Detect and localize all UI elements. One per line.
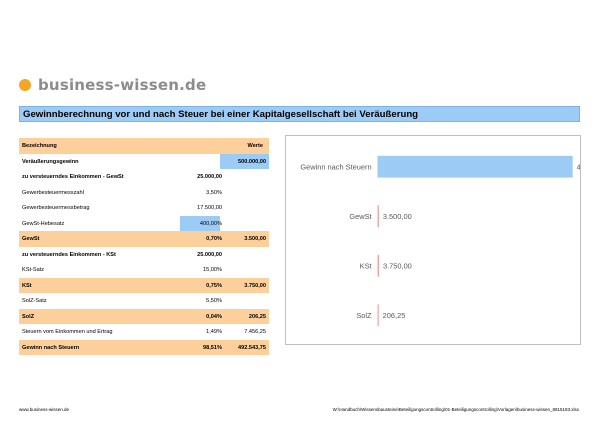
row-value-2: 3.500,00 [244,236,266,242]
category-label: SolZ [356,311,372,320]
data-label: 3.750,00 [383,262,412,271]
input-cell-highlight [180,215,220,231]
chart-bar [377,254,380,277]
row-value-2: 7.456,25 [244,329,266,335]
footer-website: www.business-wissen.de [19,407,70,412]
row-label: SolZ-Satz [22,298,47,304]
row-label: GewSt [22,236,40,242]
table-row: GewSt-Hebesatz 400,00% [19,215,269,231]
table-row: Veräußerungsgewinn 500.000,00 [19,153,269,169]
table-row: Gewinn nach Steuern 98,51% 492.543,75 [19,339,269,355]
row-value-1: 98,51% [203,344,222,351]
row-value-1: 0,04% [206,313,222,320]
row-label: Gewerbesteuermesszahl [22,189,84,196]
row-value-1: 15,00% [203,267,222,273]
category-label: Gewinn nach Steuern [300,163,371,172]
row-label: KSt-Satz [22,267,45,273]
row-label: Steuern vom Einkommen und Ertrag [22,329,113,335]
row-label: GewSt-Hebesatz [22,220,65,227]
row-value-2: 3.750,00 [244,282,266,289]
data-label: 206,25 [383,311,406,320]
logo-text: business-wissen.de [38,76,207,94]
table-header-row: Bezeichnung Werte [19,138,269,154]
row-value-1: 3,50% [206,189,222,196]
row-label: zu versteuerndes Einkommen - GewSt [22,174,124,180]
row-label: Gewinn nach Steuern [22,344,80,351]
row-value-1: 400,00% [199,220,222,227]
chart-bar [377,205,379,228]
row-value-1: 5,50% [206,298,222,304]
header-label: Bezeichnung [22,143,57,149]
row-label: Veräußerungsgewinn [22,158,79,165]
brand-logo: business-wissen.de [19,76,206,94]
row-label: Gewerbesteuermessbetrag [22,205,90,211]
row-value-1: 1,49% [206,329,222,335]
row-value-1: 25.000,00 [197,251,222,258]
table-row: KSt 0,75% 3.750,00 [19,277,269,293]
table-body: Veräußerungsgewinn 500.000,00 zu versteuer… [19,153,269,355]
sheet-title-bar: Gewinnberechnung vor und nach Steuer bei… [19,106,580,122]
calculation-table: Bezeichnung Werte Veräußerungsgewinn 500.… [19,138,269,355]
tax-bar-chart: Gewinn nach Steuern 492.543,75 GewSt 3.500,… [285,135,581,345]
row-value-1: 0,70% [206,236,222,242]
table-row: zu versteuerndes Einkommen - KSt 25.000,0… [19,247,269,263]
sheet-title: Gewinnberechnung vor und nach Steuer bei… [23,108,419,120]
table-row: SolZ 0,04% 206,25 [19,308,269,324]
logo-dot-icon [19,79,31,91]
row-label: zu versteuerndes Einkommen - KSt [22,251,116,258]
row-value-2: 492.543,75 [238,344,266,351]
chart-bar [377,155,573,178]
footer-file-path: W:\Handbuch\Wissensbausteine\Beteiligung… [332,407,579,412]
row-value-1: 17.500,00 [197,205,222,211]
row-value-2: 206,25 [248,313,266,320]
table-row: Steuern vom Einkommen und Ertrag 1,49% 7.4… [19,324,269,340]
input-cell-highlight [220,153,269,169]
data-label: 3.500,00 [383,212,412,221]
row-value-2: 500.000,00 [238,158,266,165]
table-row: KSt-Satz 15,00% [19,262,269,278]
category-label: KSt [360,262,372,271]
table-row: GewSt 0,70% 3.500,00 [19,231,269,247]
data-label: 492.543,75 [577,163,581,172]
row-value-1: 25.000,00 [197,174,222,180]
table-row: SolZ-Satz 5,50% [19,293,269,309]
table-row: zu versteuerndes Einkommen - GewSt 25.000… [19,169,269,185]
row-label: SolZ [22,313,35,320]
header-values: Werte [247,143,263,149]
chart-bar [377,304,379,327]
table-row: Gewerbesteuermesszahl 3,50% [19,185,269,201]
table-row: Gewerbesteuermessbetrag 17.500,00 [19,200,269,216]
row-value-1: 0,75% [206,282,222,289]
category-label: GewSt [349,212,371,221]
row-label: KSt [22,282,32,289]
